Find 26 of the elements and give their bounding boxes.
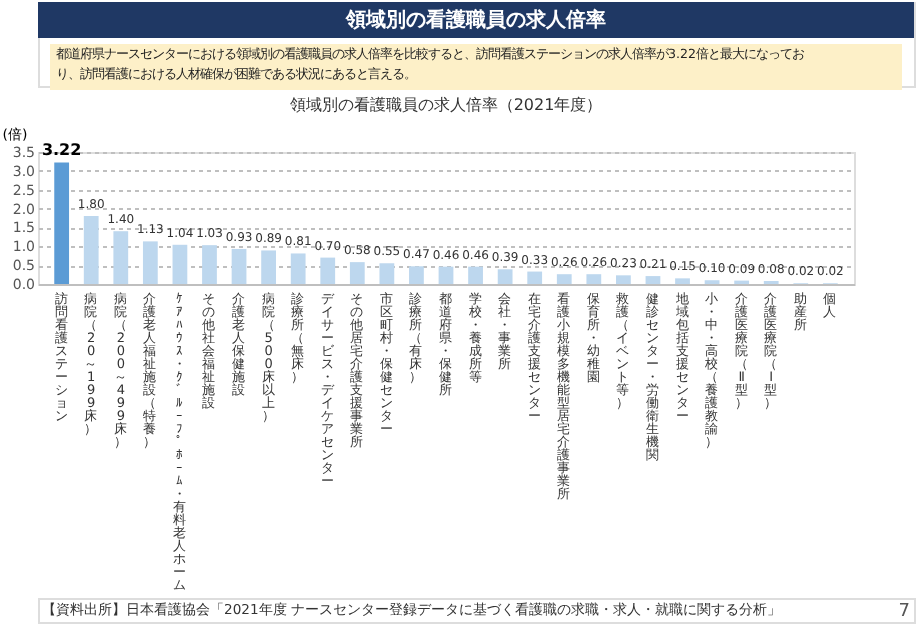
bar xyxy=(438,266,454,284)
data-label: 3.22 xyxy=(41,140,82,159)
bar xyxy=(261,250,276,284)
bar xyxy=(675,278,690,284)
chart-title: 領域別の看護職員の求人倍率（2021年度） xyxy=(289,96,603,114)
bar xyxy=(142,241,158,284)
bar xyxy=(320,257,336,284)
text: 7 xyxy=(898,602,910,622)
bar xyxy=(54,162,70,284)
bar xyxy=(379,263,395,284)
bar xyxy=(231,248,247,284)
bar xyxy=(645,276,661,284)
bar xyxy=(83,216,99,284)
bar xyxy=(497,269,513,284)
bar xyxy=(290,253,306,284)
bar xyxy=(202,245,217,284)
bar xyxy=(113,231,129,284)
bar xyxy=(586,274,602,284)
bar xyxy=(409,266,424,284)
bar xyxy=(468,266,483,284)
bar xyxy=(556,274,572,284)
bar xyxy=(172,244,188,284)
bar xyxy=(527,271,543,284)
bar xyxy=(616,275,631,284)
text: 領域別の看護職員の求人倍率 xyxy=(344,8,606,32)
bar xyxy=(349,262,365,284)
